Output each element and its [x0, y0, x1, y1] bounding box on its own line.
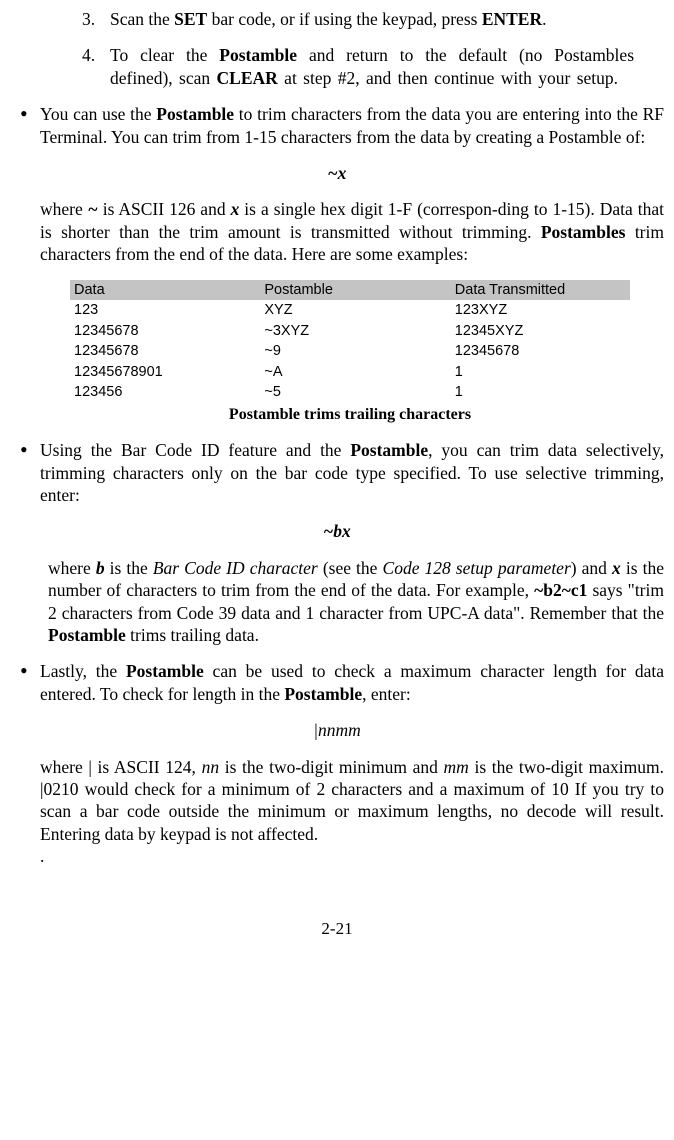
bullet-item-length: • Lastly, the Postamble can be used to c… [20, 660, 664, 705]
document-page: 3. Scan the SET bar code, or if using th… [0, 0, 674, 959]
formula-tilde-x: ~x [10, 162, 664, 184]
bullet-icon: • [20, 103, 40, 148]
formula-tilde-bx: ~bx [10, 520, 664, 542]
ordered-item-3: 3. Scan the SET bar code, or if using th… [82, 8, 664, 30]
table-header-row: Data Postamble Data Transmitted [70, 280, 630, 301]
ordered-number: 4. [82, 44, 110, 89]
paragraph-ascii124: where | is ASCII 124, nn is the two-digi… [40, 756, 664, 846]
page-number: 2-21 [10, 918, 664, 940]
bullet-text: Lastly, the Postamble can be used to che… [40, 660, 664, 705]
table-caption: Postamble trims trailing characters [70, 405, 630, 425]
ordered-number: 3. [82, 8, 110, 30]
table-header: Data Transmitted [451, 280, 630, 301]
table-header: Data [70, 280, 260, 301]
formula-pipe-nnmm: |nnmm [10, 719, 664, 741]
trailing-dot: . [40, 845, 664, 867]
table-row: 123456~51 [70, 382, 630, 403]
bullet-text: Using the Bar Code ID feature and the Po… [40, 439, 664, 506]
bullet-item-trim: • You can use the Postamble to trim char… [20, 103, 664, 148]
table-row: 123XYZ123XYZ [70, 300, 630, 321]
paragraph-barcode-id: where b is the Bar Code ID character (se… [48, 557, 664, 647]
postamble-table-wrap: Data Postamble Data Transmitted 123XYZ12… [70, 280, 630, 426]
bullet-text: You can use the Postamble to trim charac… [40, 103, 664, 148]
table-header: Postamble [260, 280, 450, 301]
bullet-icon: • [20, 660, 40, 705]
postamble-table: Data Postamble Data Transmitted 123XYZ12… [70, 280, 630, 403]
paragraph-ascii126: where ~ is ASCII 126 and x is a single h… [40, 198, 664, 265]
table-row: 12345678~3XYZ12345XYZ [70, 321, 630, 342]
bullet-item-selective: • Using the Bar Code ID feature and the … [20, 439, 664, 506]
ordered-item-4: 4. To clear the Postamble and return to … [82, 44, 664, 89]
bullet-icon: • [20, 439, 40, 506]
ordered-text: Scan the SET bar code, or if using the k… [110, 8, 576, 30]
table-row: 12345678~912345678 [70, 341, 630, 362]
ordered-text: To clear the Postamble and return to the… [110, 44, 664, 89]
table-row: 12345678901~A1 [70, 362, 630, 383]
